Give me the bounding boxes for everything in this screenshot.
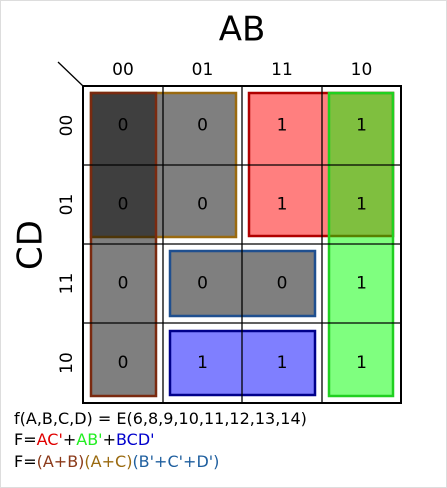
cell-value: 0 bbox=[118, 116, 129, 136]
cell-value: 0 bbox=[118, 353, 129, 373]
minterm-formula: f(A,B,C,D) = E(6,8,9,10,11,12,13,14) bbox=[14, 409, 307, 428]
cell-value: 1 bbox=[277, 116, 288, 136]
row-variable: CD bbox=[11, 220, 51, 270]
row-label: 10 bbox=[57, 352, 77, 374]
formula-part: AB' bbox=[76, 430, 102, 449]
cell-value: 0 bbox=[197, 195, 208, 215]
column-label: 10 bbox=[351, 60, 373, 80]
formula-part: + bbox=[63, 430, 76, 449]
column-variable: AB bbox=[219, 10, 266, 50]
cell-value: 1 bbox=[356, 195, 367, 215]
cell-value: 1 bbox=[197, 353, 208, 373]
formula-part: F= bbox=[14, 430, 37, 449]
column-label: 01 bbox=[192, 60, 214, 80]
row-label: 11 bbox=[57, 273, 77, 295]
grid bbox=[57, 61, 402, 404]
cell-value: 1 bbox=[356, 353, 367, 373]
sop-formula: F=AC'+AB'+BCD' bbox=[14, 430, 155, 449]
row-label: 00 bbox=[57, 115, 77, 137]
column-label: 00 bbox=[112, 60, 134, 80]
cell-value: 1 bbox=[277, 353, 288, 373]
cell-value: 0 bbox=[197, 116, 208, 136]
column-label: 11 bbox=[271, 60, 293, 80]
cell-value: 0 bbox=[197, 274, 208, 294]
cell-value: 0 bbox=[277, 274, 288, 294]
pos-formula: F=(A+B)(A+C)(B'+C'+D') bbox=[14, 452, 219, 471]
formula-part: (A+C) bbox=[84, 452, 132, 471]
cell-value: 0 bbox=[118, 195, 129, 215]
formula-part: BCD' bbox=[116, 430, 155, 449]
cell-value: 0 bbox=[118, 274, 129, 294]
formula-part: (B'+C'+D') bbox=[132, 452, 219, 471]
formula-part: + bbox=[103, 430, 116, 449]
row-label: 01 bbox=[57, 194, 77, 216]
formula-part: AC' bbox=[37, 430, 63, 449]
formula-part: F= bbox=[14, 452, 37, 471]
formula-part: (A+B) bbox=[37, 452, 85, 471]
cell-value: 1 bbox=[356, 116, 367, 136]
cell-value: 1 bbox=[356, 274, 367, 294]
cell-value: 1 bbox=[277, 195, 288, 215]
